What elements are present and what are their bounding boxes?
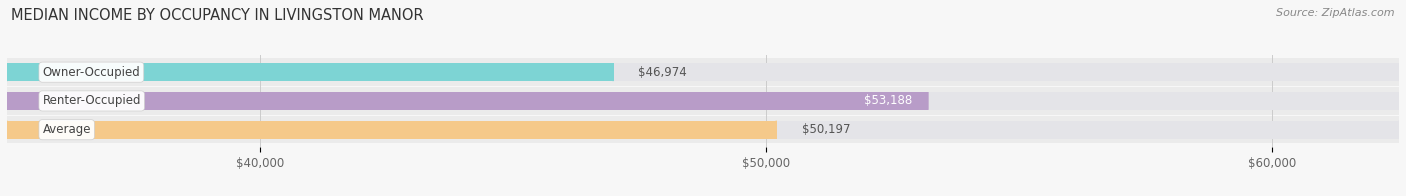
Text: Average: Average [42, 123, 91, 136]
Bar [7, 121, 776, 139]
Text: Owner-Occupied: Owner-Occupied [42, 66, 141, 79]
Bar [7, 116, 1399, 143]
Text: $53,188: $53,188 [865, 94, 912, 107]
Text: $46,974: $46,974 [638, 66, 688, 79]
Bar [7, 63, 613, 81]
Text: Renter-Occupied: Renter-Occupied [42, 94, 141, 107]
Bar [7, 58, 1399, 86]
Bar [7, 87, 1399, 115]
Text: MEDIAN INCOME BY OCCUPANCY IN LIVINGSTON MANOR: MEDIAN INCOME BY OCCUPANCY IN LIVINGSTON… [11, 8, 423, 23]
Bar [7, 92, 1399, 110]
Bar [7, 92, 928, 110]
Bar [7, 121, 1399, 139]
Bar [7, 63, 1399, 81]
Text: Source: ZipAtlas.com: Source: ZipAtlas.com [1277, 8, 1395, 18]
Text: $50,197: $50,197 [801, 123, 851, 136]
